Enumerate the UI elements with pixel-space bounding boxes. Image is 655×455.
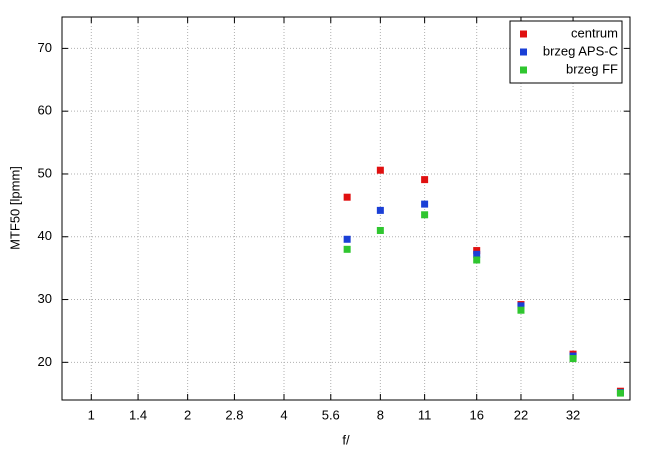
point	[376, 226, 384, 234]
x-tick-label: 4	[280, 407, 287, 422]
legend-marker	[520, 48, 527, 56]
point	[376, 206, 384, 214]
x-axis-label: f/	[342, 432, 350, 447]
point	[343, 235, 351, 243]
legend-label: brzeg FF	[566, 61, 618, 76]
x-tick-label: 32	[566, 407, 580, 422]
point	[517, 302, 525, 310]
point	[421, 200, 429, 208]
x-tick-label: 2.8	[225, 407, 243, 422]
point	[473, 256, 481, 264]
x-tick-label: 1.4	[129, 407, 147, 422]
y-tick-label: 30	[38, 291, 52, 306]
point	[616, 389, 624, 397]
point	[343, 245, 351, 253]
point	[376, 166, 384, 174]
x-tick-label: 16	[469, 407, 483, 422]
y-axis-label: MTF50 [lpmm]	[7, 166, 22, 250]
point	[421, 211, 429, 219]
point	[421, 176, 429, 184]
y-tick-label: 50	[38, 165, 52, 180]
y-tick-label: 60	[38, 103, 52, 118]
x-tick-label: 1	[88, 407, 95, 422]
y-tick-label: 20	[38, 354, 52, 369]
y-tick-label: 70	[38, 40, 52, 55]
x-tick-label: 11	[418, 407, 432, 422]
point	[473, 250, 481, 258]
legend-marker	[520, 30, 527, 38]
point	[517, 306, 525, 314]
plot-frame	[61, 16, 631, 401]
point	[343, 193, 351, 201]
y-tick-label: 40	[38, 228, 52, 243]
x-tick-label: 5.6	[322, 407, 340, 422]
x-tick-label: 2	[184, 407, 191, 422]
x-tick-label: 8	[377, 407, 384, 422]
legend-label: centrum	[571, 25, 618, 40]
legend-marker	[520, 66, 527, 74]
point	[569, 355, 577, 363]
point	[473, 247, 481, 255]
x-tick-label: 22	[514, 407, 528, 422]
legend-box	[509, 20, 623, 84]
legend-label: brzeg APS-C	[543, 43, 618, 58]
